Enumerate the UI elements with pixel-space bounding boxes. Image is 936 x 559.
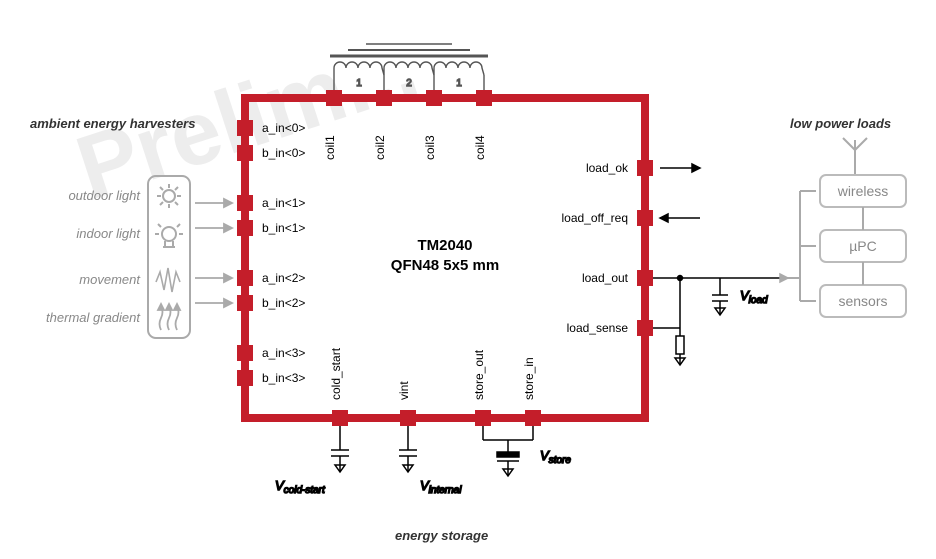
svg-text:Vstore: Vstore bbox=[540, 448, 571, 466]
svg-text:a_in<1>: a_in<1> bbox=[262, 196, 305, 210]
svg-text:coil1: coil1 bbox=[323, 135, 337, 160]
harvesters-title: ambient energy harvesters bbox=[30, 116, 195, 131]
chip-name-2: QFN48 5x5 mm bbox=[391, 257, 499, 274]
sun-icon bbox=[157, 184, 181, 208]
svg-text:Vload: Vload bbox=[740, 288, 768, 306]
diagram-canvas: Prelim... TM2040 QFN48 5x5 mm coil1 coil… bbox=[0, 0, 936, 559]
harvesters-box bbox=[148, 176, 190, 338]
src-label-0: outdoor light bbox=[68, 188, 141, 203]
svg-text:load_out: load_out bbox=[582, 271, 629, 285]
svg-text:wireless: wireless bbox=[837, 183, 889, 199]
svg-text:b_in<0>: b_in<0> bbox=[262, 146, 305, 160]
svg-text:1: 1 bbox=[456, 78, 462, 89]
svg-text:Vinternal: Vinternal bbox=[420, 478, 462, 496]
svg-text:µPC: µPC bbox=[849, 238, 877, 254]
svg-text:load_sense: load_sense bbox=[567, 321, 629, 335]
svg-text:Vcold-start: Vcold-start bbox=[275, 478, 326, 496]
sig-arrows bbox=[660, 164, 700, 222]
harvester-arrows bbox=[195, 199, 232, 307]
svg-text:b_in<3>: b_in<3> bbox=[262, 371, 305, 385]
svg-text:store_in: store_in bbox=[522, 357, 536, 400]
svg-text:2: 2 bbox=[406, 78, 412, 89]
svg-text:store_out: store_out bbox=[472, 349, 486, 400]
svg-text:1: 1 bbox=[356, 78, 362, 89]
svg-text:sensors: sensors bbox=[838, 293, 887, 309]
src-label-2: movement bbox=[79, 272, 141, 287]
svg-text:coil2: coil2 bbox=[373, 135, 387, 160]
bottom-caps: Vcold-start Vinternal Vstore bbox=[275, 426, 571, 496]
svg-text:load_off_req: load_off_req bbox=[561, 211, 628, 225]
svg-text:a_in<2>: a_in<2> bbox=[262, 271, 305, 285]
svg-text:coil3: coil3 bbox=[423, 135, 437, 160]
loads-title: low power loads bbox=[790, 116, 891, 131]
src-label-1: indoor light bbox=[76, 226, 141, 241]
svg-text:cold_start: cold_start bbox=[329, 347, 343, 400]
svg-text:a_in<3>: a_in<3> bbox=[262, 346, 305, 360]
svg-text:load_ok: load_ok bbox=[586, 161, 629, 175]
src-label-3: thermal gradient bbox=[46, 310, 141, 325]
right-pins: load_ok load_off_req load_out load_sense bbox=[561, 160, 653, 336]
svg-text:a_in<0>: a_in<0> bbox=[262, 121, 305, 135]
svg-text:coil4: coil4 bbox=[473, 135, 487, 160]
svg-text:b_in<2>: b_in<2> bbox=[262, 296, 305, 310]
movement-icon bbox=[156, 268, 180, 292]
loadout-net: Vload bbox=[653, 274, 788, 315]
svg-text:b_in<1>: b_in<1> bbox=[262, 221, 305, 235]
storage-title: energy storage bbox=[395, 528, 488, 543]
bulb-icon bbox=[155, 224, 183, 247]
thermal-icon bbox=[158, 304, 180, 330]
chip-name-1: TM2040 bbox=[417, 237, 472, 254]
loadsense-net bbox=[653, 276, 685, 366]
loads-block: wireless µPC sensors bbox=[788, 138, 906, 317]
svg-text:vint: vint bbox=[397, 381, 411, 400]
